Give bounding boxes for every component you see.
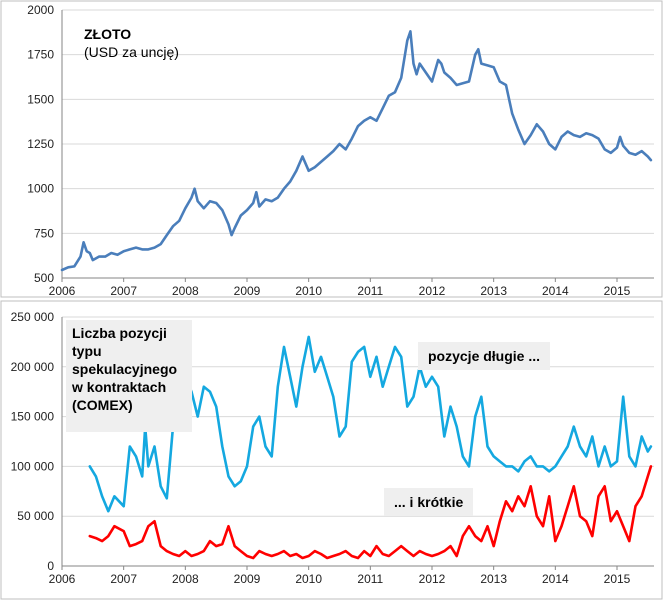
gold-x-tick-label: 2013 xyxy=(480,284,507,298)
gold-x-tick-label: 2011 xyxy=(357,284,383,298)
gold-y-tick-label: 1750 xyxy=(27,48,54,62)
long-positions-label: pozycje długie ... xyxy=(418,342,551,370)
positions-y-tick-label: 250 000 xyxy=(11,310,55,324)
note-line-1: Liczba pozycji xyxy=(72,325,167,341)
positions-series-line-1 xyxy=(88,465,653,560)
gold-y-tick-label: 500 xyxy=(34,271,54,285)
gold-y-tick-label: 2000 xyxy=(27,3,54,17)
positions-x-tick-label: 2013 xyxy=(480,572,507,586)
short-positions-label-text: ... i krótkie xyxy=(394,494,464,510)
gold-x-tick-label: 2015 xyxy=(604,284,631,298)
positions-x-tick-label: 2008 xyxy=(172,572,199,586)
gold-y-tick-label: 1250 xyxy=(27,137,54,151)
positions-y-tick-label: 150 000 xyxy=(11,410,55,424)
positions-note-box: Liczba pozycji typu spekulacyjnego w kon… xyxy=(66,320,192,432)
positions-y-tick-label: 100 000 xyxy=(11,459,55,473)
gold-y-tick-label: 1500 xyxy=(27,92,54,106)
positions-x-tick-label: 2012 xyxy=(419,572,446,586)
positions-y-tick-label: 0 xyxy=(47,559,54,573)
gold-x-tick-label: 2007 xyxy=(110,284,137,298)
note-line-5: (COMEX) xyxy=(72,397,133,413)
long-positions-label-text: pozycje długie ... xyxy=(428,348,541,364)
gold-y-tick-label: 750 xyxy=(34,226,54,240)
positions-y-tick-label: 200 000 xyxy=(11,360,55,374)
positions-x-tick-label: 2011 xyxy=(357,572,383,586)
gold-series-line-0 xyxy=(60,30,653,272)
positions-x-tick-label: 2015 xyxy=(604,572,631,586)
gold-chart-subtitle: (USD za uncję) xyxy=(84,44,179,60)
gold-chart-title: ZŁOTO xyxy=(84,26,132,42)
gold-x-tick-label: 2014 xyxy=(542,284,569,298)
gold-x-tick-label: 2009 xyxy=(234,284,261,298)
positions-x-tick-label: 2014 xyxy=(542,572,569,586)
note-line-3: spekulacyjnego xyxy=(72,361,178,377)
gold-y-tick-label: 1000 xyxy=(27,182,54,196)
gold-x-tick-label: 2006 xyxy=(49,284,76,298)
gold-frame xyxy=(0,0,663,298)
note-line-4: w kontraktach xyxy=(72,379,167,395)
note-line-2: typu xyxy=(72,343,102,359)
positions-x-tick-label: 2006 xyxy=(49,572,76,586)
gold-x-tick-label: 2008 xyxy=(172,284,199,298)
short-positions-label: ... i krótkie xyxy=(384,488,474,516)
gold-title-block: ZŁOTO (USD za uncję) xyxy=(84,26,179,60)
gold-x-tick-label: 2010 xyxy=(295,284,322,298)
gold-price-chart: 500 750 1000 1250 1500 1750 2000 2006 2007 2008 20… xyxy=(0,0,663,298)
positions-y-tick-label: 50 000 xyxy=(17,509,54,523)
positions-x-tick-label: 2007 xyxy=(110,572,137,586)
gold-x-tick-label: 2012 xyxy=(419,284,446,298)
positions-x-tick-label: 2009 xyxy=(234,572,261,586)
positions-x-tick-label: 2010 xyxy=(295,572,322,586)
